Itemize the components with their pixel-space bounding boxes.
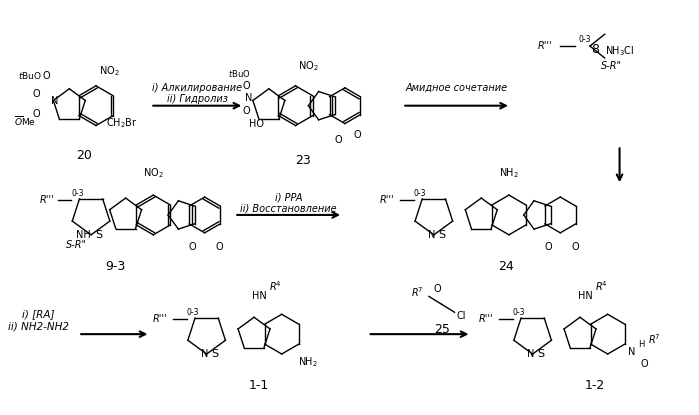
Text: R''': R'''	[380, 195, 395, 205]
Text: N: N	[527, 349, 534, 359]
Text: NH$_3$Cl: NH$_3$Cl	[605, 44, 635, 58]
Text: O: O	[571, 242, 579, 252]
Text: 20: 20	[76, 149, 92, 162]
Text: R$^4$: R$^4$	[596, 280, 608, 293]
Text: O: O	[33, 89, 41, 99]
Text: NH$_2$: NH$_2$	[298, 355, 318, 369]
Text: Cl: Cl	[456, 311, 466, 321]
Text: ii) NH2-NH2: ii) NH2-NH2	[8, 321, 69, 331]
Text: S: S	[211, 349, 218, 359]
Text: R''': R'''	[39, 195, 54, 205]
Text: i) Алкилирование: i) Алкилирование	[152, 83, 243, 93]
Text: N: N	[245, 93, 253, 103]
Text: $\it{t}$BuO: $\it{t}$BuO	[18, 71, 42, 81]
Text: R$^7$: R$^7$	[648, 332, 661, 346]
Text: S: S	[537, 349, 544, 359]
Text: 8: 8	[591, 43, 599, 56]
Text: NH: NH	[75, 230, 91, 240]
Text: NO$_2$: NO$_2$	[298, 59, 319, 73]
Text: 0-3: 0-3	[414, 188, 426, 198]
Text: 9-3: 9-3	[106, 260, 126, 273]
Text: S: S	[438, 230, 445, 240]
Text: 0-3: 0-3	[512, 308, 525, 317]
Text: N: N	[51, 96, 58, 106]
Text: i) PPA: i) PPA	[275, 192, 303, 202]
Text: N: N	[201, 349, 208, 359]
Text: O: O	[545, 242, 552, 252]
Text: O: O	[33, 109, 41, 119]
Text: O: O	[334, 135, 342, 145]
Text: 0-3: 0-3	[72, 188, 85, 198]
Text: HN: HN	[577, 291, 592, 301]
Text: O: O	[43, 71, 50, 81]
Text: 23: 23	[296, 154, 311, 167]
Text: 1-2: 1-2	[585, 379, 605, 392]
Text: NO$_2$: NO$_2$	[143, 166, 164, 180]
Text: 25: 25	[434, 323, 449, 336]
Text: $\overline{O}$Me: $\overline{O}$Me	[14, 114, 36, 127]
Text: ii) Восстановление: ii) Восстановление	[240, 204, 337, 214]
Text: 1-1: 1-1	[249, 379, 269, 392]
Text: N: N	[628, 347, 635, 357]
Text: 0-3: 0-3	[579, 34, 591, 44]
Text: O: O	[640, 359, 648, 369]
Text: O: O	[216, 242, 223, 252]
Text: O: O	[189, 242, 196, 252]
Text: O: O	[433, 284, 440, 295]
Text: NH$_2$: NH$_2$	[499, 166, 519, 180]
Text: S: S	[95, 230, 103, 240]
Text: ii) Гидролиз: ii) Гидролиз	[167, 94, 228, 104]
Text: i) [RA]: i) [RA]	[22, 309, 55, 319]
Text: H: H	[638, 339, 644, 349]
Text: O: O	[243, 81, 250, 91]
Text: R''': R'''	[479, 314, 493, 324]
Text: S-R": S-R"	[66, 240, 87, 250]
Text: HN: HN	[252, 291, 266, 301]
Text: CH$_2$Br: CH$_2$Br	[106, 117, 138, 130]
Text: O: O	[354, 130, 361, 141]
Text: R''': R'''	[153, 314, 168, 324]
Text: Амидное сочетание: Амидное сочетание	[405, 83, 507, 93]
Text: $\it{t}$BuO: $\it{t}$BuO	[228, 68, 250, 79]
Text: NO$_2$: NO$_2$	[99, 64, 119, 78]
Text: 0-3: 0-3	[187, 308, 199, 317]
Text: 24: 24	[498, 260, 514, 273]
Text: R''': R'''	[538, 41, 553, 51]
Text: N: N	[428, 230, 435, 240]
Text: S-R": S-R"	[601, 61, 622, 71]
Text: O: O	[243, 106, 250, 116]
Text: HO: HO	[249, 119, 264, 129]
Text: R$^7$: R$^7$	[411, 286, 424, 299]
Text: R$^4$: R$^4$	[269, 280, 282, 293]
